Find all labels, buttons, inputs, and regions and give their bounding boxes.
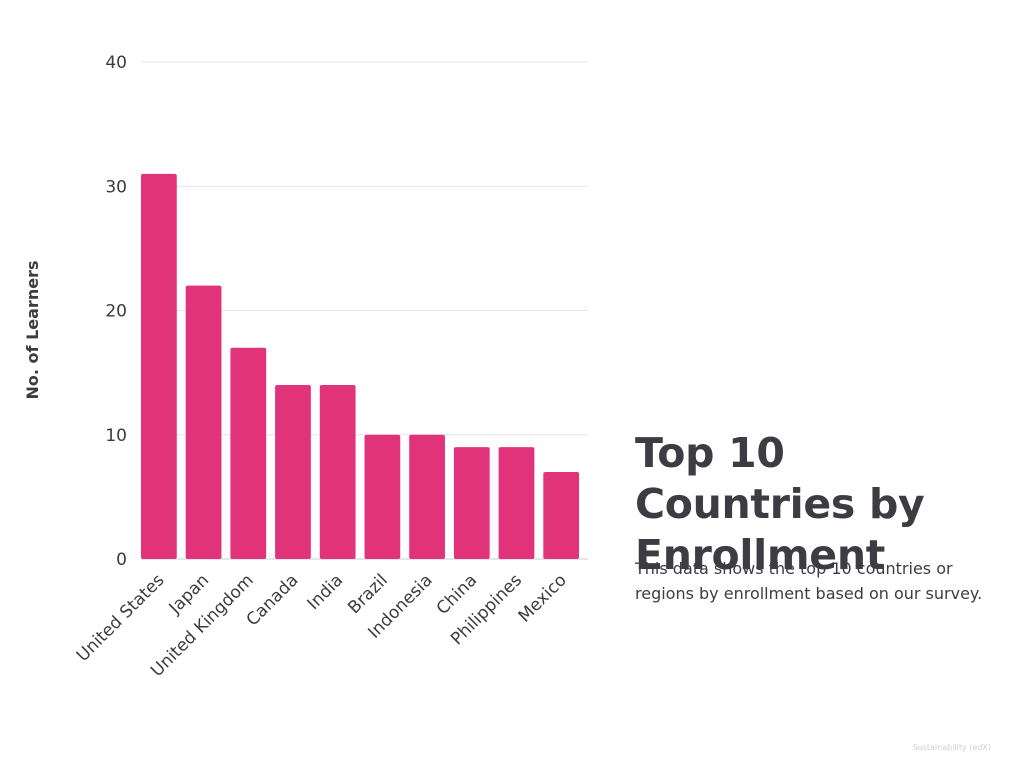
chart-description: This data shows the top 10 countries or …	[635, 559, 983, 603]
bar	[185, 285, 222, 559]
footer-note: Sustainability (edX)	[912, 743, 991, 752]
bar	[230, 347, 267, 559]
bar	[275, 385, 311, 559]
y-tick-label: 40	[105, 53, 127, 73]
bars	[141, 173, 580, 559]
bar	[409, 434, 445, 559]
y-axis-label: No. of Learners	[23, 261, 42, 400]
x-tick-label: Mexico	[515, 570, 571, 626]
y-axis-ticks: 0 10 20 30 40	[105, 53, 127, 570]
bar	[141, 173, 177, 559]
bar	[453, 447, 490, 559]
x-tick-label: United States	[73, 570, 169, 666]
bar	[319, 385, 356, 559]
bar	[498, 447, 535, 559]
chart-title: Top 10 Countries by Enrollment	[635, 429, 925, 579]
y-tick-label: 0	[116, 550, 127, 570]
y-tick-label: 30	[105, 177, 127, 197]
y-tick-label: 20	[105, 302, 127, 322]
y-tick-label: 10	[105, 426, 127, 446]
bar	[543, 472, 580, 559]
x-tick-label: India	[304, 570, 348, 614]
bar	[364, 434, 401, 559]
